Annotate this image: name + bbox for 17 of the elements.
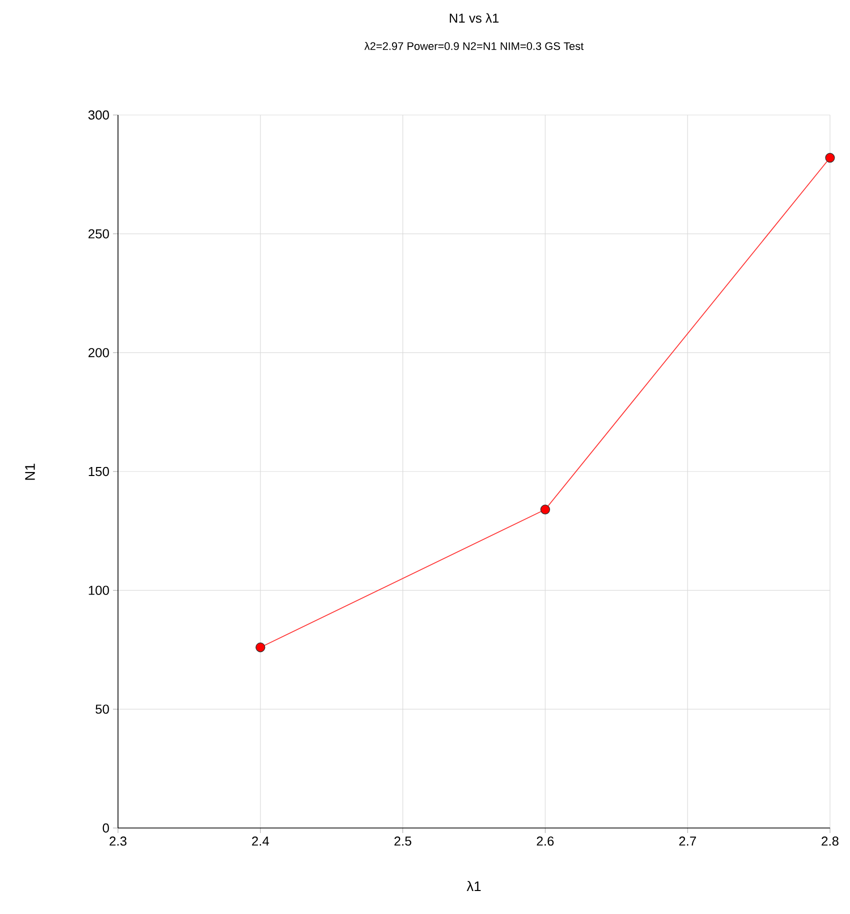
x-tick-label: 2.8 (822, 836, 838, 846)
y-tick-label: 300 (88, 110, 109, 120)
y-tick-label: 200 (88, 348, 109, 358)
x-axis-title: λ1 (466, 880, 481, 892)
chart-subtitle: λ2=2.97 Power=0.9 N2=N1 NIM=0.3 GS Test (364, 42, 584, 50)
y-tick-label: 0 (102, 823, 109, 833)
y-tick-label: 100 (88, 586, 109, 595)
x-tick-label: 2.3 (110, 836, 126, 846)
y-axis-title: N1 (25, 464, 35, 480)
y-tick-label: 250 (88, 229, 109, 238)
x-tick-label: 2.7 (679, 836, 696, 846)
x-tick-label: 2.6 (536, 836, 554, 846)
chart-title: N1 vs λ1 (450, 13, 499, 23)
y-tick-label: 50 (96, 704, 109, 714)
x-tick-label: 2.5 (394, 836, 412, 846)
x-tick-label: 2.4 (252, 836, 270, 846)
y-tick-label: 150 (88, 466, 109, 476)
